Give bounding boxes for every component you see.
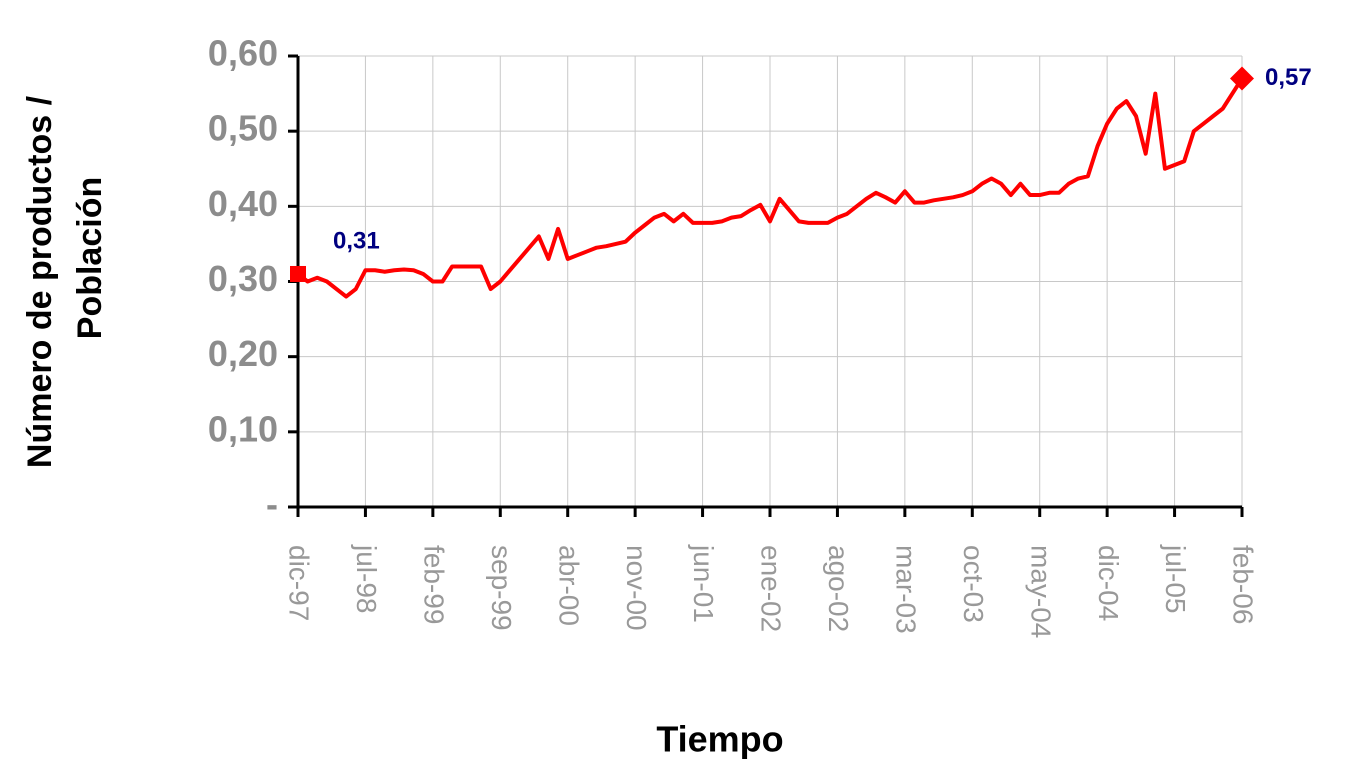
y-tick-label: 0,40 xyxy=(208,183,278,224)
x-tick-label: jul-05 xyxy=(1160,544,1191,613)
data-label: 0,31 xyxy=(333,227,380,254)
x-tick-label: dic-04 xyxy=(1093,545,1124,621)
x-tick-label: ago-02 xyxy=(823,545,854,632)
y-tick-label: - xyxy=(266,484,278,525)
y-tick-label: 0,10 xyxy=(208,408,278,449)
x-tick-label: nov-00 xyxy=(621,545,652,631)
x-tick-label: abr-00 xyxy=(553,545,584,626)
x-tick-label: feb-99 xyxy=(418,545,449,624)
x-tick-label: jul-98 xyxy=(351,544,382,613)
y-tick-label: 0,30 xyxy=(208,258,278,299)
line xyxy=(296,77,1244,299)
marker xyxy=(1230,66,1254,91)
y-tick-label: 0,50 xyxy=(208,108,278,149)
y-axis-label: Número de productos / xyxy=(21,95,59,468)
x-tick-label: feb-06 xyxy=(1228,545,1259,624)
y-tick-label: 0,20 xyxy=(208,333,278,374)
x-tick-label: oct-03 xyxy=(958,545,989,623)
x-tick-label: sep-99 xyxy=(486,545,517,631)
x-tick-label: may-04 xyxy=(1025,545,1056,638)
x-axis-label: Tiempo xyxy=(656,719,783,760)
x-tick-label: dic-97 xyxy=(284,545,315,621)
marker xyxy=(290,265,306,282)
data-label: 0,57 xyxy=(1265,64,1312,91)
y-tick-label: 0,60 xyxy=(208,33,278,74)
x-tick-label: mar-03 xyxy=(890,545,921,634)
x-tick-label: ene-02 xyxy=(756,545,787,632)
y-axis-label: Población xyxy=(71,177,109,339)
x-tick-label: jun-01 xyxy=(688,544,719,623)
